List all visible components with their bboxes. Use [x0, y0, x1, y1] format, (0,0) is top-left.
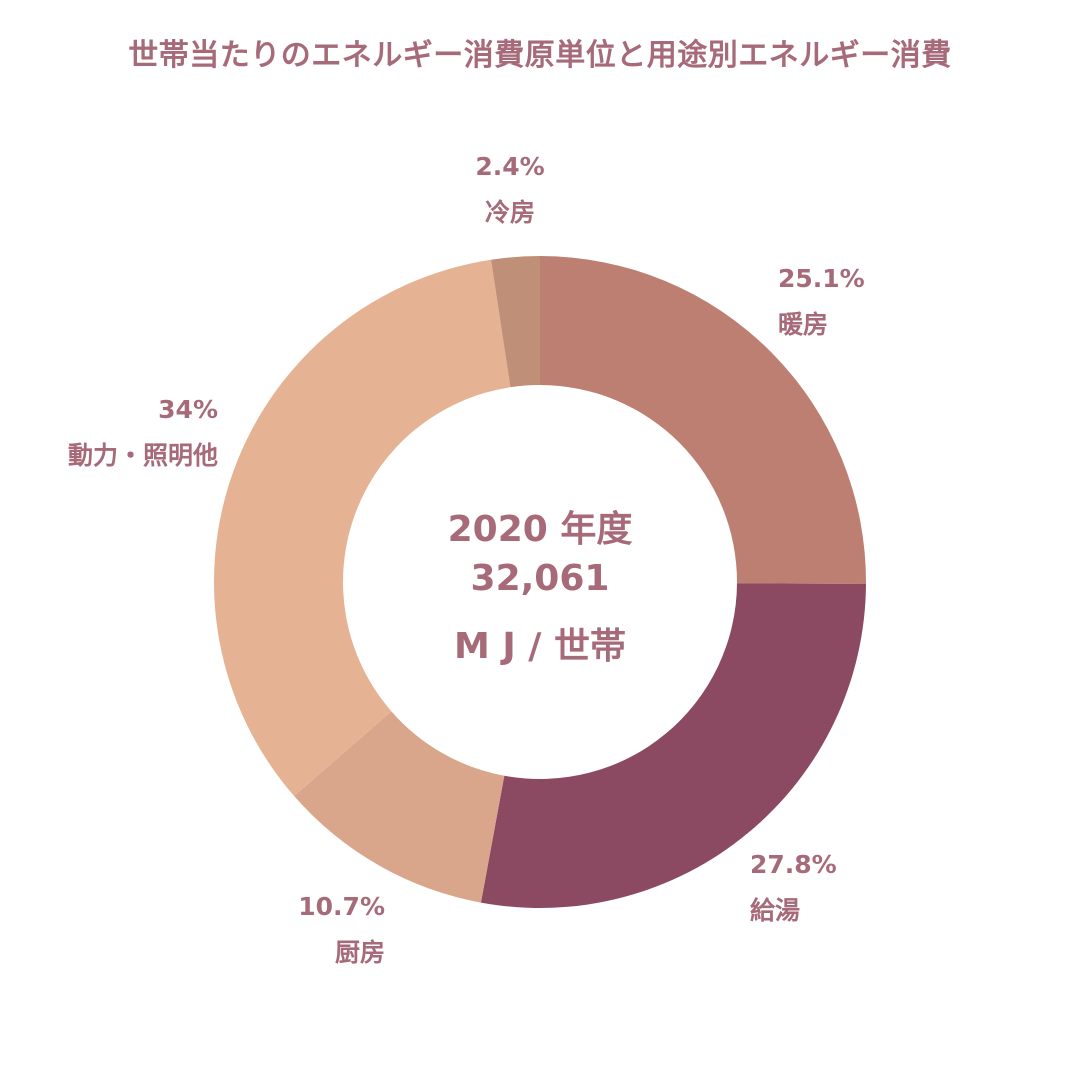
data-label-value-5: 2.4% [475, 152, 544, 181]
data-label-category-5: 冷房 [485, 198, 535, 227]
center-year: 2020 年度 [447, 509, 633, 550]
data-label-category-4: 動力・照明他 [68, 441, 218, 470]
data-label-value-4: 34% [158, 395, 218, 424]
data-label-category-2: 給湯 [750, 896, 800, 925]
center-total: 32,061 [470, 558, 610, 599]
donut-segment-5 [491, 256, 540, 388]
data-label-category-3: 厨房 [335, 938, 385, 967]
center-unit: M J / 世帯 [454, 626, 626, 667]
chart-title: 世帯当たりのエネルギー消費原単位と用途別エネルギー消費 [128, 38, 952, 73]
donut-segment-2 [480, 583, 866, 909]
data-label-value-3: 10.7% [298, 892, 385, 921]
data-label-value-1: 25.1% [778, 264, 865, 293]
data-label-category-1: 暖房 [778, 310, 828, 339]
donut-segment-3 [294, 711, 505, 903]
data-label-value-2: 27.8% [750, 850, 837, 879]
donut-segment-1 [540, 256, 866, 585]
donut-segment-4 [214, 259, 511, 797]
